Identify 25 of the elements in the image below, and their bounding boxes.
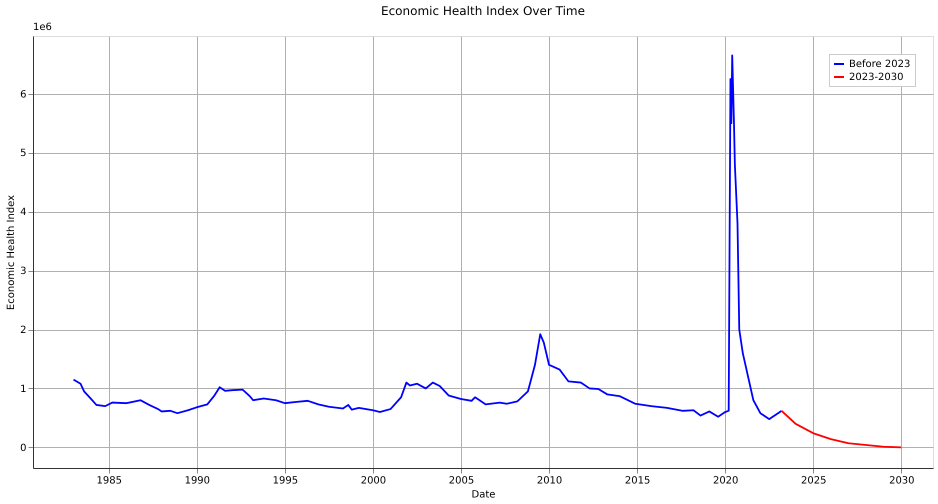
y-tick-label: 6 [20,89,26,100]
x-tick-label: 1985 [96,476,122,486]
y-tick-label: 1 [20,384,26,395]
line-series [780,410,902,448]
x-tick-label: 2030 [889,476,915,486]
x-tick-label: 1990 [184,476,210,486]
y-tick-label: 0 [20,442,26,454]
x-tick-label: 2015 [624,476,650,486]
y-tick-label: 2 [20,325,26,336]
legend-label: Before 2023 [849,59,910,70]
x-tick-label: 2000 [360,476,386,486]
line-series [72,54,782,420]
x-tick-label: 1995 [272,476,298,486]
x-tick-label: 2025 [801,476,826,486]
y-tick-label: 4 [20,207,26,218]
x-axis-title: Date [472,490,496,500]
legend-label: 2023-2030 [849,72,904,83]
y-tick-label: 5 [20,148,26,160]
x-tick-label: 2010 [536,476,562,486]
x-tick-label: 2005 [448,476,474,486]
y-axis-title: Economic Health Index [6,194,18,310]
text: 1e6 [33,22,52,33]
y-tick-label: 3 [20,266,26,278]
chart-title: Economic Health Index Over Time [380,4,586,18]
x-tick-label: 2020 [712,476,738,486]
